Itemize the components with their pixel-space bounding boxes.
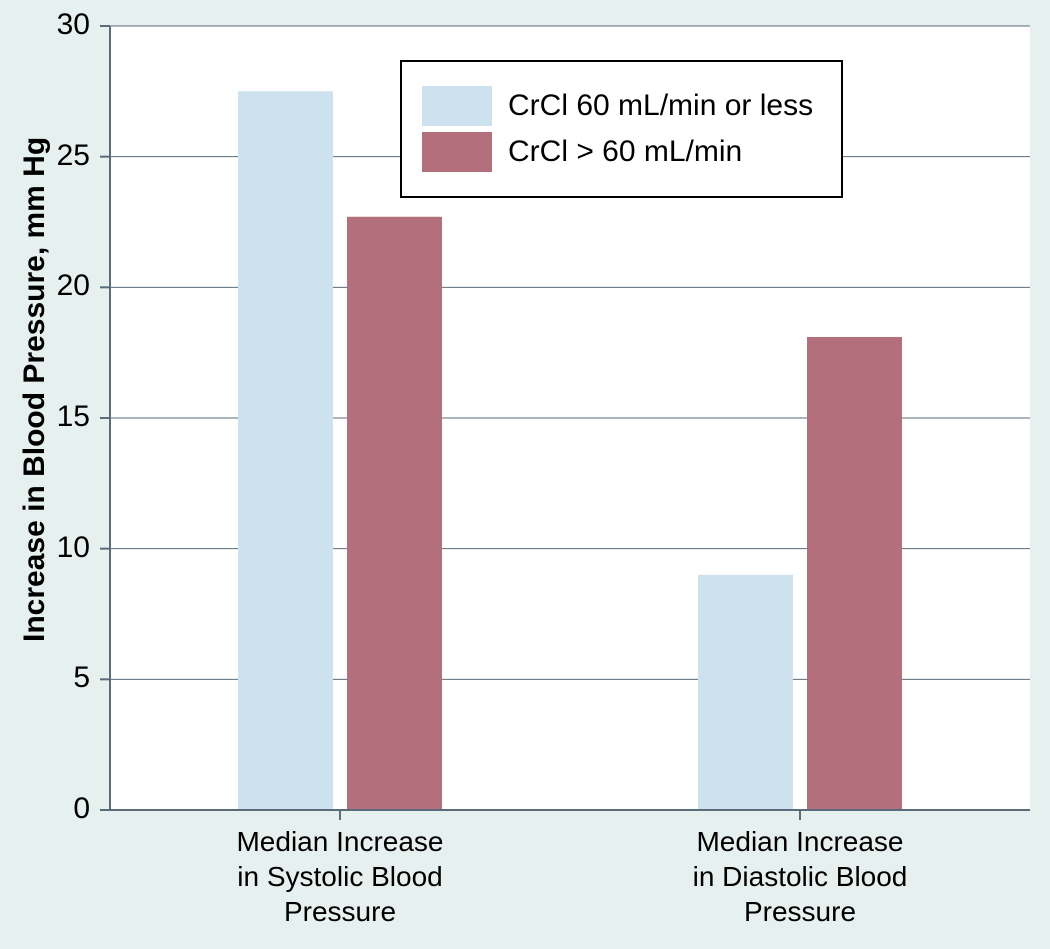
bar [238,91,333,810]
y-tick-label: 15 [40,400,90,434]
legend-swatch [422,86,492,126]
y-tick-label: 20 [40,269,90,303]
legend-item: CrCl > 60 mL/min [422,132,813,172]
legend-label: CrCl 60 mL/min or less [508,89,813,123]
y-tick-label: 5 [40,661,90,695]
x-category-label: Median Increasein Diastolic BloodPressur… [630,824,970,929]
y-tick-label: 0 [40,792,90,826]
y-tick-label: 25 [40,139,90,173]
bar [807,337,902,810]
x-category-label: Median Increasein Systolic BloodPressure [170,824,510,929]
bp-chart: Increase in Blood Pressure, mm Hg 051015… [0,0,1050,949]
legend-item: CrCl 60 mL/min or less [422,86,813,126]
legend-swatch [422,132,492,172]
y-tick-label: 10 [40,531,90,565]
legend: CrCl 60 mL/min or less CrCl > 60 mL/min [400,60,843,198]
y-tick-label: 30 [40,8,90,42]
legend-label: CrCl > 60 mL/min [508,135,742,169]
bar [698,575,793,810]
bar [347,217,442,810]
